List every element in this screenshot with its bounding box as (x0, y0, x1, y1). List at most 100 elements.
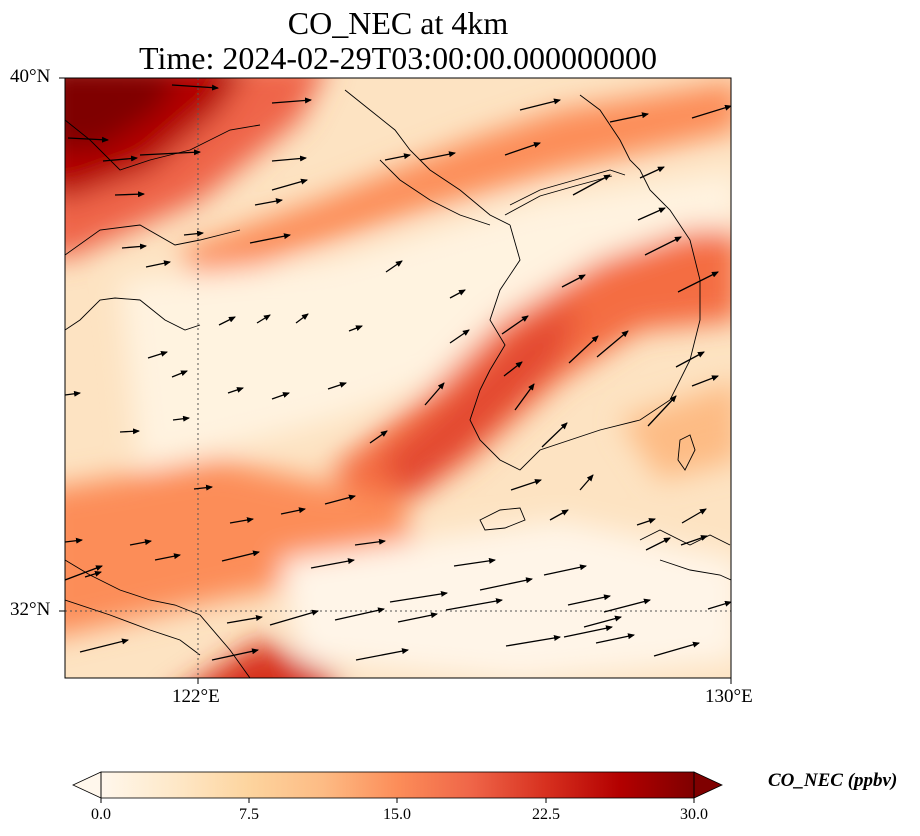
colorbar-tick-label: 22.5 (532, 806, 560, 823)
wind-vector-arrow (479, 577, 533, 591)
colorbar-tick-label: 15.0 (383, 806, 411, 823)
wind-vector-arrow (65, 565, 103, 581)
coastline-shandong (65, 224, 241, 256)
wind-vector-arrow (355, 648, 409, 661)
wind-vector-arrow (221, 550, 260, 562)
colorbar-gradient (101, 772, 694, 798)
wind-vector-arrow (310, 558, 355, 569)
wind-vector-arrow (397, 612, 438, 623)
wind-vector-arrow (254, 198, 283, 206)
wind-vector-arrow (644, 236, 682, 256)
wind-vector-arrow (84, 570, 102, 578)
wind-vector-arrow (505, 635, 561, 647)
field-plumes (65, 78, 731, 678)
wind-vector-arrow (595, 633, 635, 644)
coastline-dmz (509, 169, 626, 206)
lat-label-40n: 40°N (10, 66, 51, 87)
wind-vector-arrow (193, 484, 213, 491)
colorbar-tick-label: 30.0 (680, 806, 708, 823)
wind-vector-arrow (324, 494, 356, 505)
wind-vector-arrow (449, 329, 470, 344)
coastline-yangtze (65, 559, 251, 678)
wind-vector-arrow (67, 136, 109, 143)
coastline-kyushu-south (659, 559, 731, 581)
wind-vector-arrow (563, 625, 613, 638)
lon-label-130e: 130°E (705, 686, 753, 707)
wind-vector-arrow (354, 538, 386, 546)
wind-vector-arrow (154, 553, 181, 561)
colorbar-extend-low (72, 771, 102, 799)
wind-vector-arrow (327, 382, 347, 390)
co-concentration-field (65, 78, 731, 678)
wind-vector-arrow (65, 390, 81, 397)
wind-vector-arrow (579, 474, 594, 491)
colorbar-extend-high (693, 771, 723, 799)
wind-vector-arrow (384, 153, 411, 161)
plot-frame (64, 77, 732, 679)
plume-bottom (203, 640, 336, 678)
wind-vector-arrow (647, 395, 677, 427)
wind-vector-arrow (114, 191, 145, 198)
wind-vector-arrow (295, 313, 309, 324)
lat-label-32n: 32°N (10, 599, 51, 620)
coastline-bohai (65, 119, 261, 171)
wind-vector-arrow (172, 415, 190, 422)
wind-vector-arrow (449, 289, 466, 299)
wind-vector-arrow (653, 641, 700, 657)
wind-vector-arrow (583, 615, 622, 628)
wind-vector-arrow (229, 517, 254, 524)
wind-vector-arrow (102, 155, 138, 162)
wind-vector-arrow (183, 230, 204, 237)
wind-vector-arrow (596, 330, 629, 358)
wind-vector-arrow (677, 271, 719, 293)
wind-vector-arrow (681, 508, 707, 524)
wind-vector-arrow (503, 361, 523, 377)
wind-vector-arrow (271, 392, 290, 400)
wind-vector-arrow (334, 607, 385, 621)
wind-vector-arrow (280, 507, 306, 515)
wind-vector-arrow (561, 274, 586, 288)
wind-vector-arrow (519, 98, 561, 111)
wind-vector-arrow (504, 142, 541, 156)
wind-vector-arrow (226, 615, 263, 624)
coastline-north-korea-west (379, 159, 491, 226)
wind-vector-arrow (249, 233, 291, 244)
wind-vector-arrow (549, 509, 569, 521)
wind-vector-arrow (636, 518, 656, 526)
wind-vector-arrow (79, 638, 129, 653)
plume-northwest-peak (65, 78, 176, 150)
wind-vector-arrow (691, 375, 719, 387)
colorbar-title: CO_NEC (ppbv) (768, 770, 898, 791)
wind-vector-arrow (129, 539, 152, 546)
wind-vector-arrow (227, 387, 244, 394)
wind-vector-arrow (510, 479, 542, 491)
colorbar-ticks (100, 798, 695, 803)
wind-vector-arrow (445, 598, 503, 611)
wind-vector-arrow (139, 149, 201, 156)
wind-vector-arrow (541, 422, 568, 448)
coastline-kyushu (639, 529, 731, 546)
wind-vector-arrow (691, 104, 731, 119)
wind-vector-arrow (271, 178, 308, 191)
wind-vector-arrow (271, 155, 307, 162)
map-title: CO_NEC at 4km (287, 5, 509, 41)
wind-vector-arrow (603, 598, 651, 613)
colorbar (72, 771, 723, 803)
wind-vector-arrow (501, 315, 529, 335)
wind-vector-arrow (572, 174, 611, 196)
wind-vector-arrow (211, 648, 259, 661)
map-time-subtitle: Time: 2024-02-29T03:00:00.000000000 (139, 40, 657, 76)
coastline-jiangsu (65, 297, 201, 331)
wind-vectors (65, 84, 731, 661)
wind-vector-arrow (369, 430, 388, 444)
wind-vector-arrow (637, 207, 666, 221)
wind-vector-arrow (385, 260, 403, 273)
wind-vector-arrow (171, 84, 219, 91)
wind-vector-arrow (348, 325, 363, 332)
wind-vector-arrow (645, 537, 671, 551)
wind-vector-arrow (453, 557, 496, 567)
wind-vector-arrow (424, 382, 445, 406)
island-jeju (479, 507, 526, 531)
wind-vector-arrow (147, 350, 168, 359)
